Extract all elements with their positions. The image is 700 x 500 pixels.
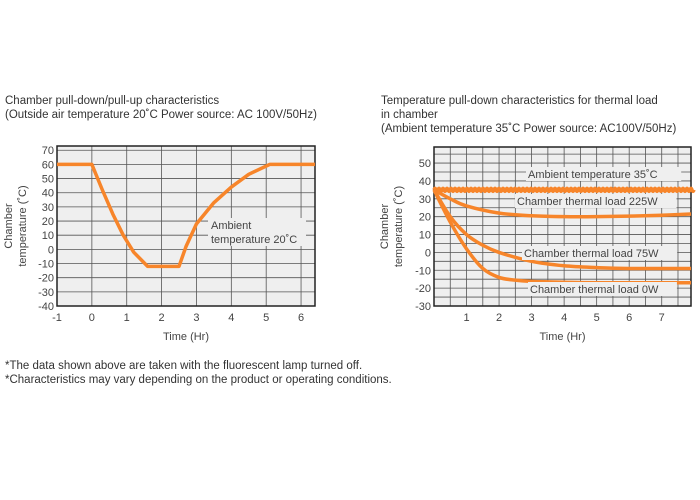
y-tick-label: -20 [415,283,431,295]
title-line: (Ambient temperature 35˚C Power source: … [381,123,677,135]
y-tick-label: -20 [38,273,54,285]
x-tick-label: 7 [659,312,665,324]
title-line: Chamber pull-down/pull-up characteristic… [5,95,220,107]
annotation: Ambient [211,220,251,232]
left-chart-title: Chamber pull-down/pull-up characteristic… [5,94,317,122]
legend-bg [522,246,678,260]
y-tick-label: 70 [42,145,54,157]
y-tick-label: -30 [415,301,431,313]
y-tick-label: 20 [419,212,431,224]
x-tick-label: 3 [529,312,535,324]
y-tick-label: 40 [42,188,54,200]
y-tick-label: 30 [42,202,54,214]
y-tick-label: 50 [419,158,431,170]
y-tick-label: 0 [425,247,431,259]
legend-bg [515,194,677,208]
legend-bg [526,167,682,181]
y-tick-label: 10 [419,230,431,242]
legend-bg [528,282,677,296]
x-tick-label: 0 [89,312,95,324]
y-tick-label: -30 [38,287,54,299]
x-axis-label: Time (Hr) [539,331,585,343]
y-axis-label: Chamber temperature (˚C) [379,186,405,267]
series-label: Chamber thermal load 75W [524,248,659,260]
x-tick-label: 6 [298,312,304,324]
x-tick-label: 1 [463,312,469,324]
y-tick-label: -40 [38,301,54,313]
x-tick-label: 3 [193,312,199,324]
y-tick-label: 20 [42,216,54,228]
y-tick-label: 50 [42,174,54,186]
x-tick-label: 2 [159,312,165,324]
series-line-ambient [432,186,696,194]
note: *The data shown above are taken with the… [5,360,363,372]
y-tick-label: 10 [42,230,54,242]
title-line: in chamber [381,109,438,121]
series-label: Chamber thermal load 225W [517,196,658,208]
x-tick-label: 2 [496,312,502,324]
x-tick-label: 6 [626,312,632,324]
x-tick-label: 5 [263,312,269,324]
plot-border [56,145,316,307]
annotation: temperature 20˚C [211,234,297,246]
annotation-bg [208,218,306,246]
x-tick-label: 4 [228,312,234,324]
y-tick-label: 40 [419,176,431,188]
y-tick-label: -10 [38,259,54,271]
y-tick-label: -10 [415,265,431,277]
notes: *The data shown above are taken with the… [5,359,392,387]
title-line: Temperature pull-down characteristics fo… [381,95,658,107]
y-tick-label: 60 [42,159,54,171]
plot-border [433,146,692,307]
series-line [433,188,692,219]
title-line: (Outside air temperature 20˚C Power sour… [5,109,317,121]
series-label: Ambient temperature 35˚C [528,169,658,181]
series-line [57,162,315,269]
y-tick-label: 30 [419,194,431,206]
note: *Characteristics may vary depending on t… [5,374,392,386]
series-line [432,188,692,271]
right-chart-title: Temperature pull-down characteristics fo… [381,94,676,136]
x-tick-label: 5 [594,312,600,324]
x-axis-label: Time (Hr) [163,331,209,343]
x-tick-label: 1 [124,312,130,324]
x-tick-label: 4 [561,312,567,324]
y-axis-label: Chamber temperature (˚C) [3,185,29,266]
series-label: Chamber thermal load 0W [530,284,659,296]
x-tick-label: -1 [52,312,62,324]
y-tick-label: 0 [48,244,54,256]
